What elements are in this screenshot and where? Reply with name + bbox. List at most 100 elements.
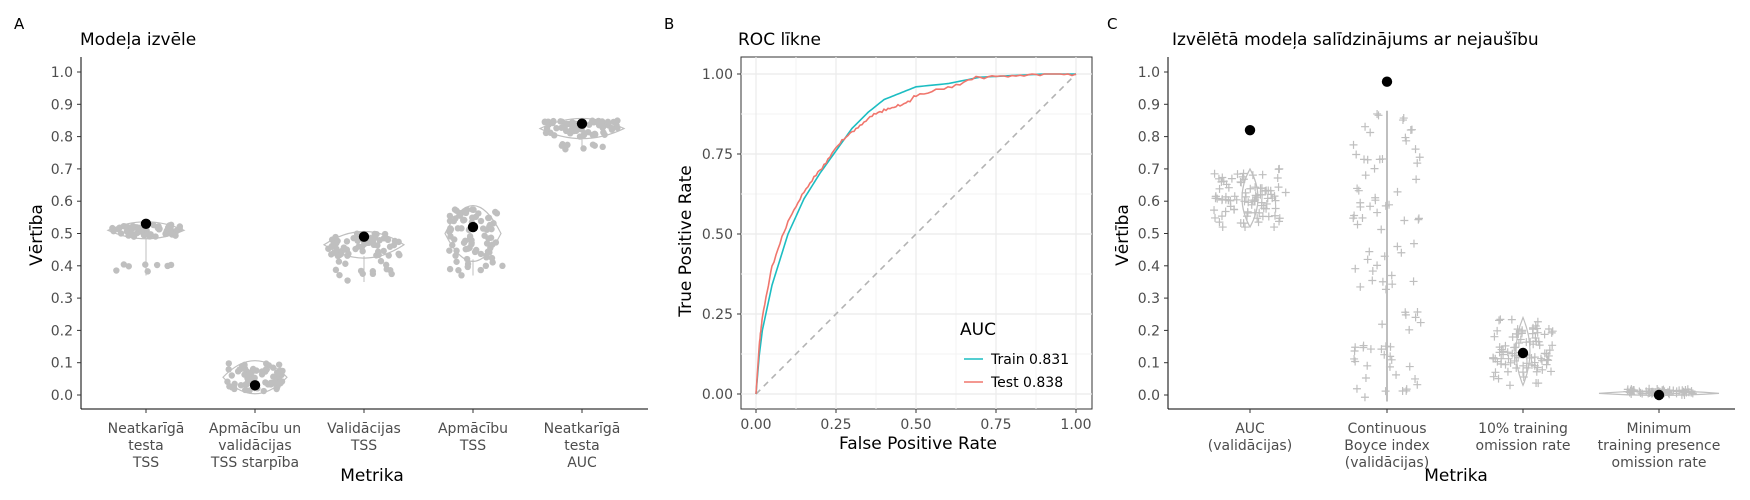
jitter-point — [269, 364, 277, 371]
jitter-cross — [1373, 109, 1382, 118]
selected-model-point — [249, 380, 261, 391]
jitter-cross — [1230, 205, 1239, 214]
panel-b-y-tick-label: 0.75 — [702, 147, 733, 163]
jitter-point — [375, 248, 382, 255]
jitter-point — [359, 270, 366, 277]
panel-a-x-tick-label: testa — [564, 438, 599, 454]
jitter-cross — [1647, 387, 1656, 396]
jitter-point — [167, 261, 175, 269]
jitter-point — [585, 121, 593, 128]
selected-model-point — [1517, 347, 1529, 359]
panel-a-x-tick-label: TSS — [459, 438, 486, 454]
jitter-cross — [1217, 212, 1226, 221]
jitter-point — [334, 252, 341, 260]
jitter-point — [486, 221, 494, 229]
jitter-point — [557, 118, 564, 125]
jitter-point — [328, 242, 336, 250]
jitter-cross — [1262, 204, 1271, 213]
jitter-cross — [1222, 180, 1231, 189]
jitter-point — [483, 240, 491, 247]
panel-a-y-tick-label: 0.3 — [51, 291, 73, 307]
jitter-cross — [1510, 351, 1519, 360]
jitter-cross — [1373, 261, 1382, 270]
jitter-point — [380, 247, 387, 255]
jitter-cross — [1664, 389, 1673, 398]
jitter-cross — [1530, 353, 1539, 362]
panel-c-x-tick-label: Minimum — [1627, 421, 1692, 437]
jitter-point — [553, 124, 560, 132]
jitter-cross — [1409, 239, 1418, 248]
jitter-cross — [1501, 341, 1510, 350]
jitter-cross — [1411, 374, 1420, 383]
jitter-point — [260, 387, 267, 395]
jitter-point — [342, 260, 349, 267]
panel-a-x-tick-label: AUC — [567, 455, 597, 471]
jitter-cross — [1359, 343, 1368, 352]
panel-b-x-tick-label: 0.25 — [820, 417, 851, 433]
jitter-cross — [1491, 368, 1500, 377]
jitter-cross — [1268, 194, 1277, 203]
jitter-cross — [1275, 217, 1284, 226]
jitter-point — [244, 376, 252, 383]
jitter-cross — [1352, 384, 1361, 393]
jitter-point — [354, 237, 361, 244]
panel-a-x-tick-label: Apmācību — [438, 421, 508, 437]
jitter-cross — [1508, 332, 1517, 341]
jitter-cross — [1527, 353, 1536, 362]
jitter-point — [453, 207, 460, 214]
jitter-point — [449, 241, 456, 249]
jitter-cross — [1416, 318, 1425, 327]
jitter-point — [447, 227, 454, 234]
jitter-point — [446, 265, 454, 273]
jitter-cross — [1504, 354, 1513, 363]
panel-b-y-tick-label: 1.00 — [702, 67, 733, 83]
violin-outline — [1515, 315, 1531, 387]
jitter-cross — [1241, 223, 1250, 232]
jitter-point — [455, 267, 462, 274]
jitter-point — [246, 370, 253, 378]
jitter-cross — [1514, 339, 1523, 348]
jitter-cross — [1224, 196, 1233, 205]
jitter-cross — [1264, 212, 1273, 221]
jitter-point — [558, 124, 565, 131]
jitter-cross — [1381, 387, 1390, 396]
jitter-point — [454, 225, 462, 232]
panel-a-x-tick-label: validācijas — [218, 438, 291, 454]
jitter-cross — [1257, 201, 1266, 210]
jitter-cross — [1380, 252, 1389, 261]
jitter-cross — [1513, 325, 1522, 334]
jitter-point — [228, 372, 235, 379]
jitter-point — [580, 145, 587, 152]
jitter-cross — [1414, 215, 1423, 224]
panel-b-y-axis-title: True Positive Rate — [676, 165, 696, 317]
jitter-cross — [1392, 370, 1401, 379]
jitter-cross — [1273, 173, 1282, 182]
jitter-cross — [1247, 200, 1256, 209]
jitter-cross — [1679, 387, 1688, 396]
jitter-point — [487, 234, 495, 241]
jitter-point — [599, 143, 606, 151]
jitter-point — [275, 361, 283, 368]
jitter-cross — [1243, 207, 1252, 216]
jitter-point — [446, 212, 454, 220]
jitter-point — [572, 120, 579, 127]
jitter-point — [380, 235, 388, 242]
panel-c-x-tick-label: omission rate — [1476, 438, 1571, 454]
panel-b-letter: B — [664, 15, 674, 33]
panel-c-x-tick-label: (validācijas) — [1208, 438, 1292, 454]
jitter-point — [610, 118, 617, 126]
reference-diagonal-line — [755, 73, 1077, 395]
jitter-cross — [1415, 153, 1424, 162]
jitter-cross — [1240, 197, 1249, 206]
jitter-cross — [1531, 333, 1540, 342]
selected-model-point — [1653, 389, 1665, 401]
panel-a-y-tick-label: 0.5 — [51, 227, 73, 243]
jitter-point — [463, 255, 471, 263]
jitter-cross — [1530, 361, 1539, 370]
jitter-point — [150, 221, 157, 229]
selected-model-point — [358, 231, 370, 242]
jitter-point — [383, 261, 390, 269]
jitter-cross — [1349, 140, 1358, 149]
jitter-cross — [1627, 385, 1636, 394]
jitter-point — [243, 381, 250, 388]
